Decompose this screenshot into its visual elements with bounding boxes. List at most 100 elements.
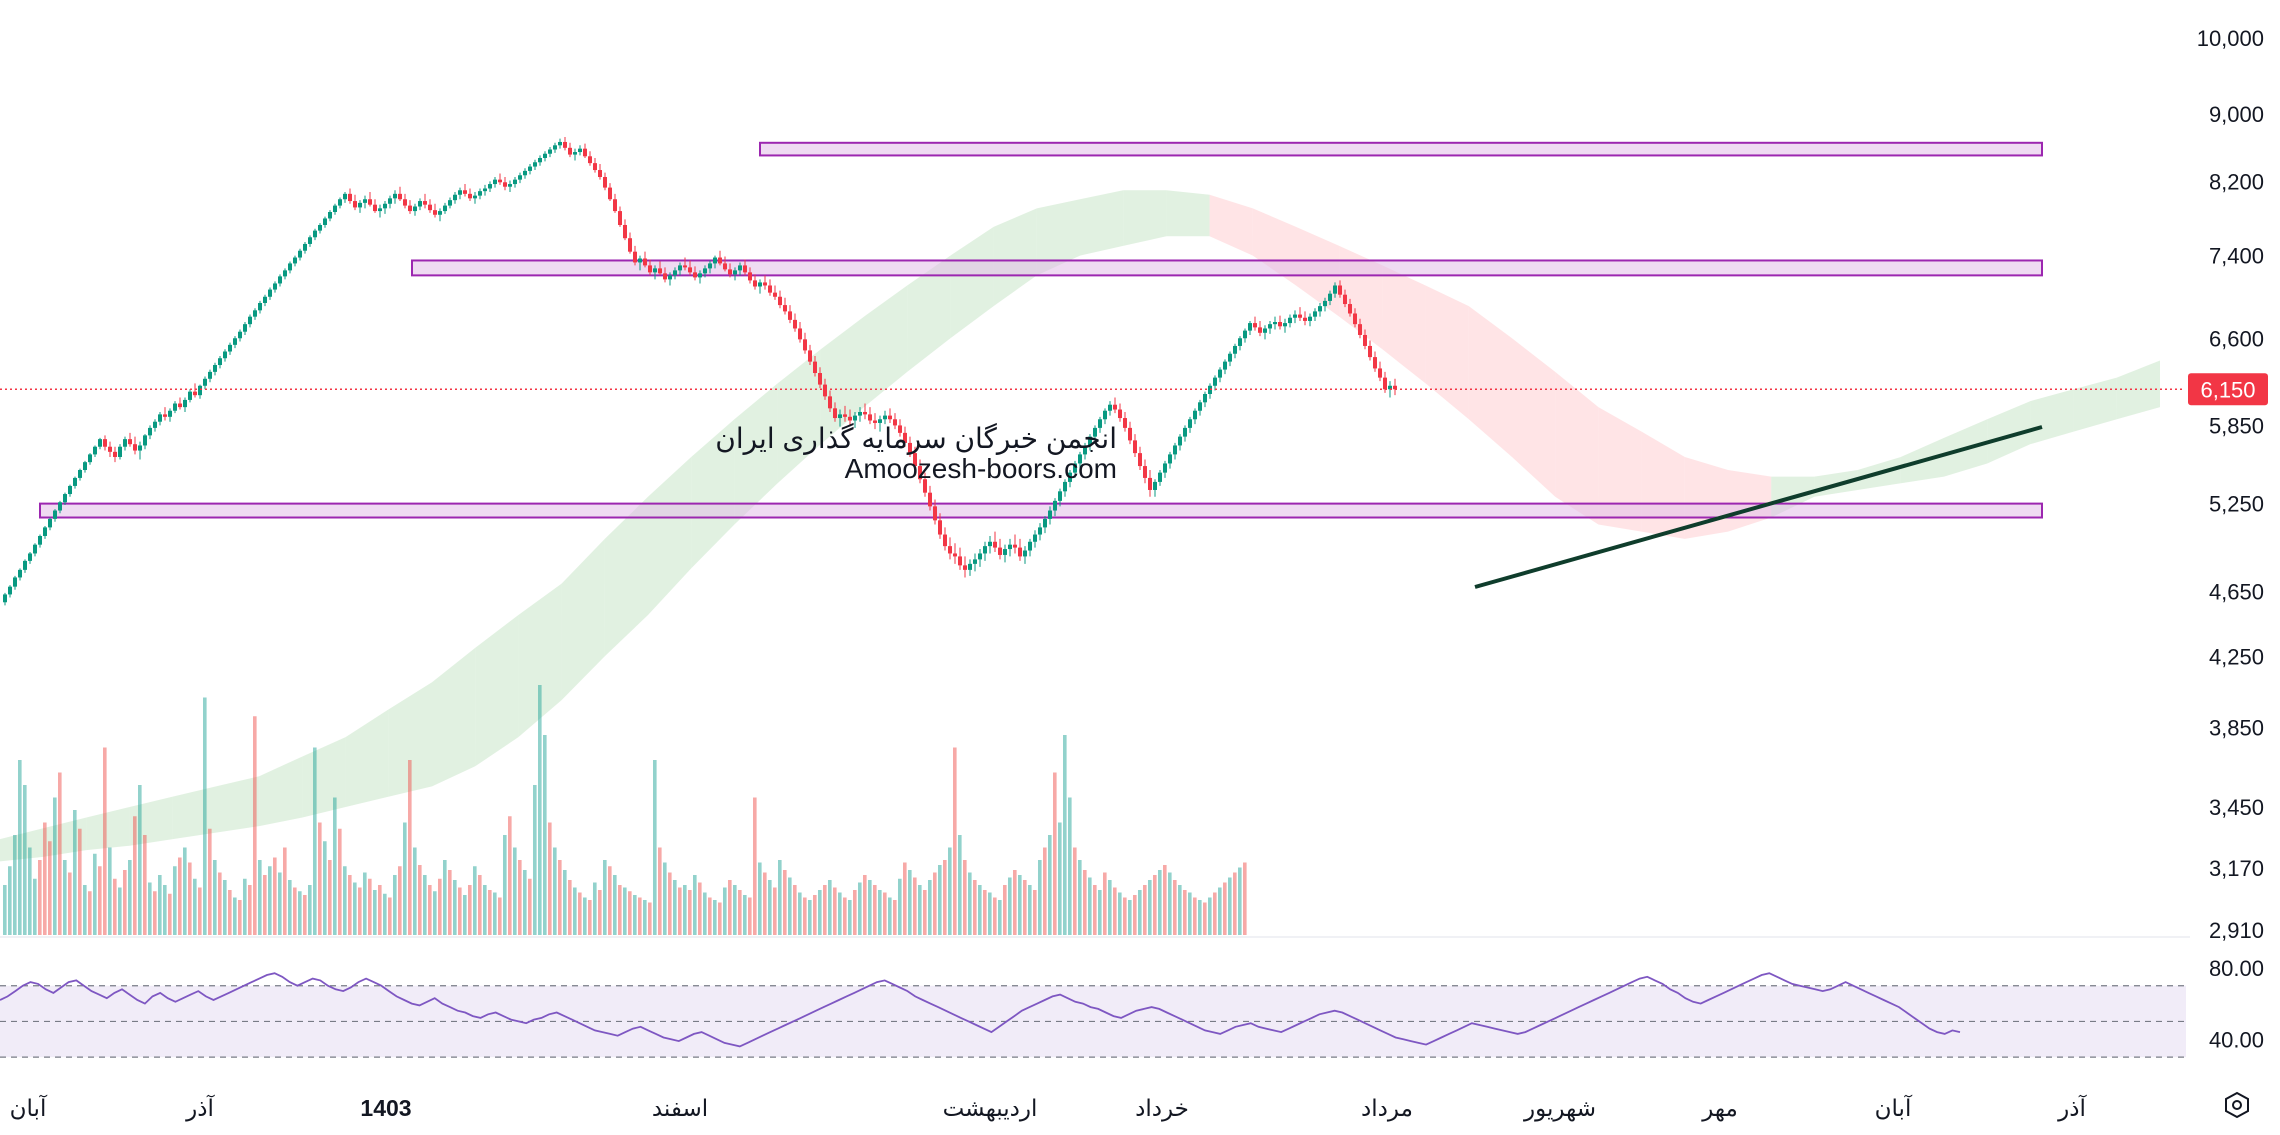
candle-body: [1018, 547, 1022, 557]
volume-bar: [313, 747, 317, 935]
volume-bar: [943, 860, 947, 935]
price-axis[interactable]: 10,000 9,000 8,200 7,400 6,600 5,850 5,250 4,65…: [0, 26, 2264, 943]
candle-body: [113, 451, 117, 457]
candle-body: [463, 190, 467, 194]
volume-bar: [1073, 847, 1077, 935]
candle-body: [1353, 313, 1357, 325]
zone-rectangle[interactable]: [39, 502, 2043, 519]
cloud-segment: [1512, 338, 1556, 497]
volume-bar: [1173, 880, 1177, 935]
time-axis[interactable]: آبان آذر 1403 اسفند اردیبهشت خرداد مرداد شهریور…: [10, 1094, 2088, 1122]
volume-bar: [1238, 867, 1242, 935]
candle-body: [453, 194, 457, 201]
trendline-segment[interactable]: [1474, 425, 2043, 589]
cloud-segment: [432, 647, 476, 787]
candle-body: [818, 373, 822, 385]
volume-bar: [623, 887, 627, 935]
candle-body: [1363, 334, 1367, 346]
candle-body: [3, 594, 7, 603]
volume-bar: [98, 866, 102, 935]
cloud-segment: [864, 285, 908, 408]
candle-body: [798, 328, 802, 340]
candle-body: [908, 442, 912, 454]
candle-body: [993, 541, 997, 548]
zone-rectangle[interactable]: [759, 141, 2043, 157]
volume-bar: [928, 880, 932, 935]
time-tick-label: آذر: [185, 1094, 215, 1122]
volume-bar: [988, 892, 992, 935]
candle-body: [1048, 510, 1052, 519]
volume-bar: [683, 885, 687, 935]
volume-bar: [148, 882, 152, 935]
volume-bar: [713, 900, 717, 935]
candle-body: [518, 175, 522, 180]
volume-bar: [733, 885, 737, 935]
candle-body: [33, 544, 37, 554]
volume-bar: [663, 862, 667, 935]
volume-bar: [1153, 875, 1157, 935]
volume-bar: [213, 860, 217, 935]
volume-bar: [88, 891, 92, 935]
volume-bar: [428, 885, 432, 935]
volume-bar: [703, 892, 707, 935]
volume-bar: [393, 875, 397, 935]
candle-body: [668, 275, 672, 280]
candle-body: [1038, 527, 1042, 535]
candle-body: [1178, 436, 1182, 446]
candle-body: [863, 411, 867, 415]
cloud-segment: [1468, 306, 1512, 457]
candle-body: [143, 435, 147, 446]
volume-bar: [653, 760, 657, 935]
volume-bar: [53, 797, 57, 935]
volume-bar: [1193, 897, 1197, 935]
candle-body: [1063, 481, 1067, 492]
candle-body: [523, 170, 527, 176]
volume-bar: [258, 860, 262, 935]
candle-body: [1203, 393, 1207, 403]
cloud-segment: [2073, 377, 2117, 432]
hexagon-settings-icon: [2225, 1091, 2249, 1119]
volume-bar: [78, 828, 82, 935]
candle-body: [1128, 427, 1132, 441]
volume-bar: [903, 862, 907, 935]
cloud-segment: [1080, 190, 1124, 256]
volume-bar: [553, 847, 557, 935]
cloud-segment: [950, 226, 994, 339]
volume-bar: [1163, 865, 1167, 935]
volume-bar: [1148, 880, 1152, 935]
volume-bar: [523, 870, 527, 935]
chart-settings-button[interactable]: [2215, 1088, 2259, 1122]
volume-bar: [103, 747, 107, 935]
volume-bar: [1023, 880, 1027, 935]
candle-body: [1298, 314, 1302, 318]
candle-body: [788, 311, 792, 320]
candle-body: [13, 577, 17, 587]
candle-body: [963, 565, 967, 570]
volume-bar: [578, 892, 582, 935]
price-tick-label: 5,850: [2209, 413, 2264, 438]
volume-bar: [378, 885, 382, 935]
price-tick-label: 6,600: [2209, 326, 2264, 351]
candle-body: [243, 324, 247, 332]
candle-body: [103, 439, 107, 447]
candle-body: [568, 147, 572, 155]
volume-bar: [1008, 877, 1012, 935]
candle-body: [1283, 323, 1287, 327]
zone-rectangle[interactable]: [411, 259, 2043, 277]
last-price-badge: [2188, 373, 2268, 406]
candle-body: [368, 199, 372, 205]
candle-body: [1238, 338, 1242, 346]
candle-body: [1378, 368, 1382, 378]
candle-body: [1043, 518, 1047, 528]
candle-body: [1253, 323, 1257, 328]
trendline[interactable]: [1474, 425, 2043, 589]
candle-body: [218, 358, 222, 366]
candle-body: [483, 188, 487, 192]
candle-body: [73, 477, 77, 486]
volume-bar: [68, 872, 72, 935]
candle-body: [1153, 481, 1157, 490]
candle-body: [8, 586, 12, 595]
candle-body: [108, 446, 112, 452]
support-resistance-zones[interactable]: [39, 141, 2043, 519]
